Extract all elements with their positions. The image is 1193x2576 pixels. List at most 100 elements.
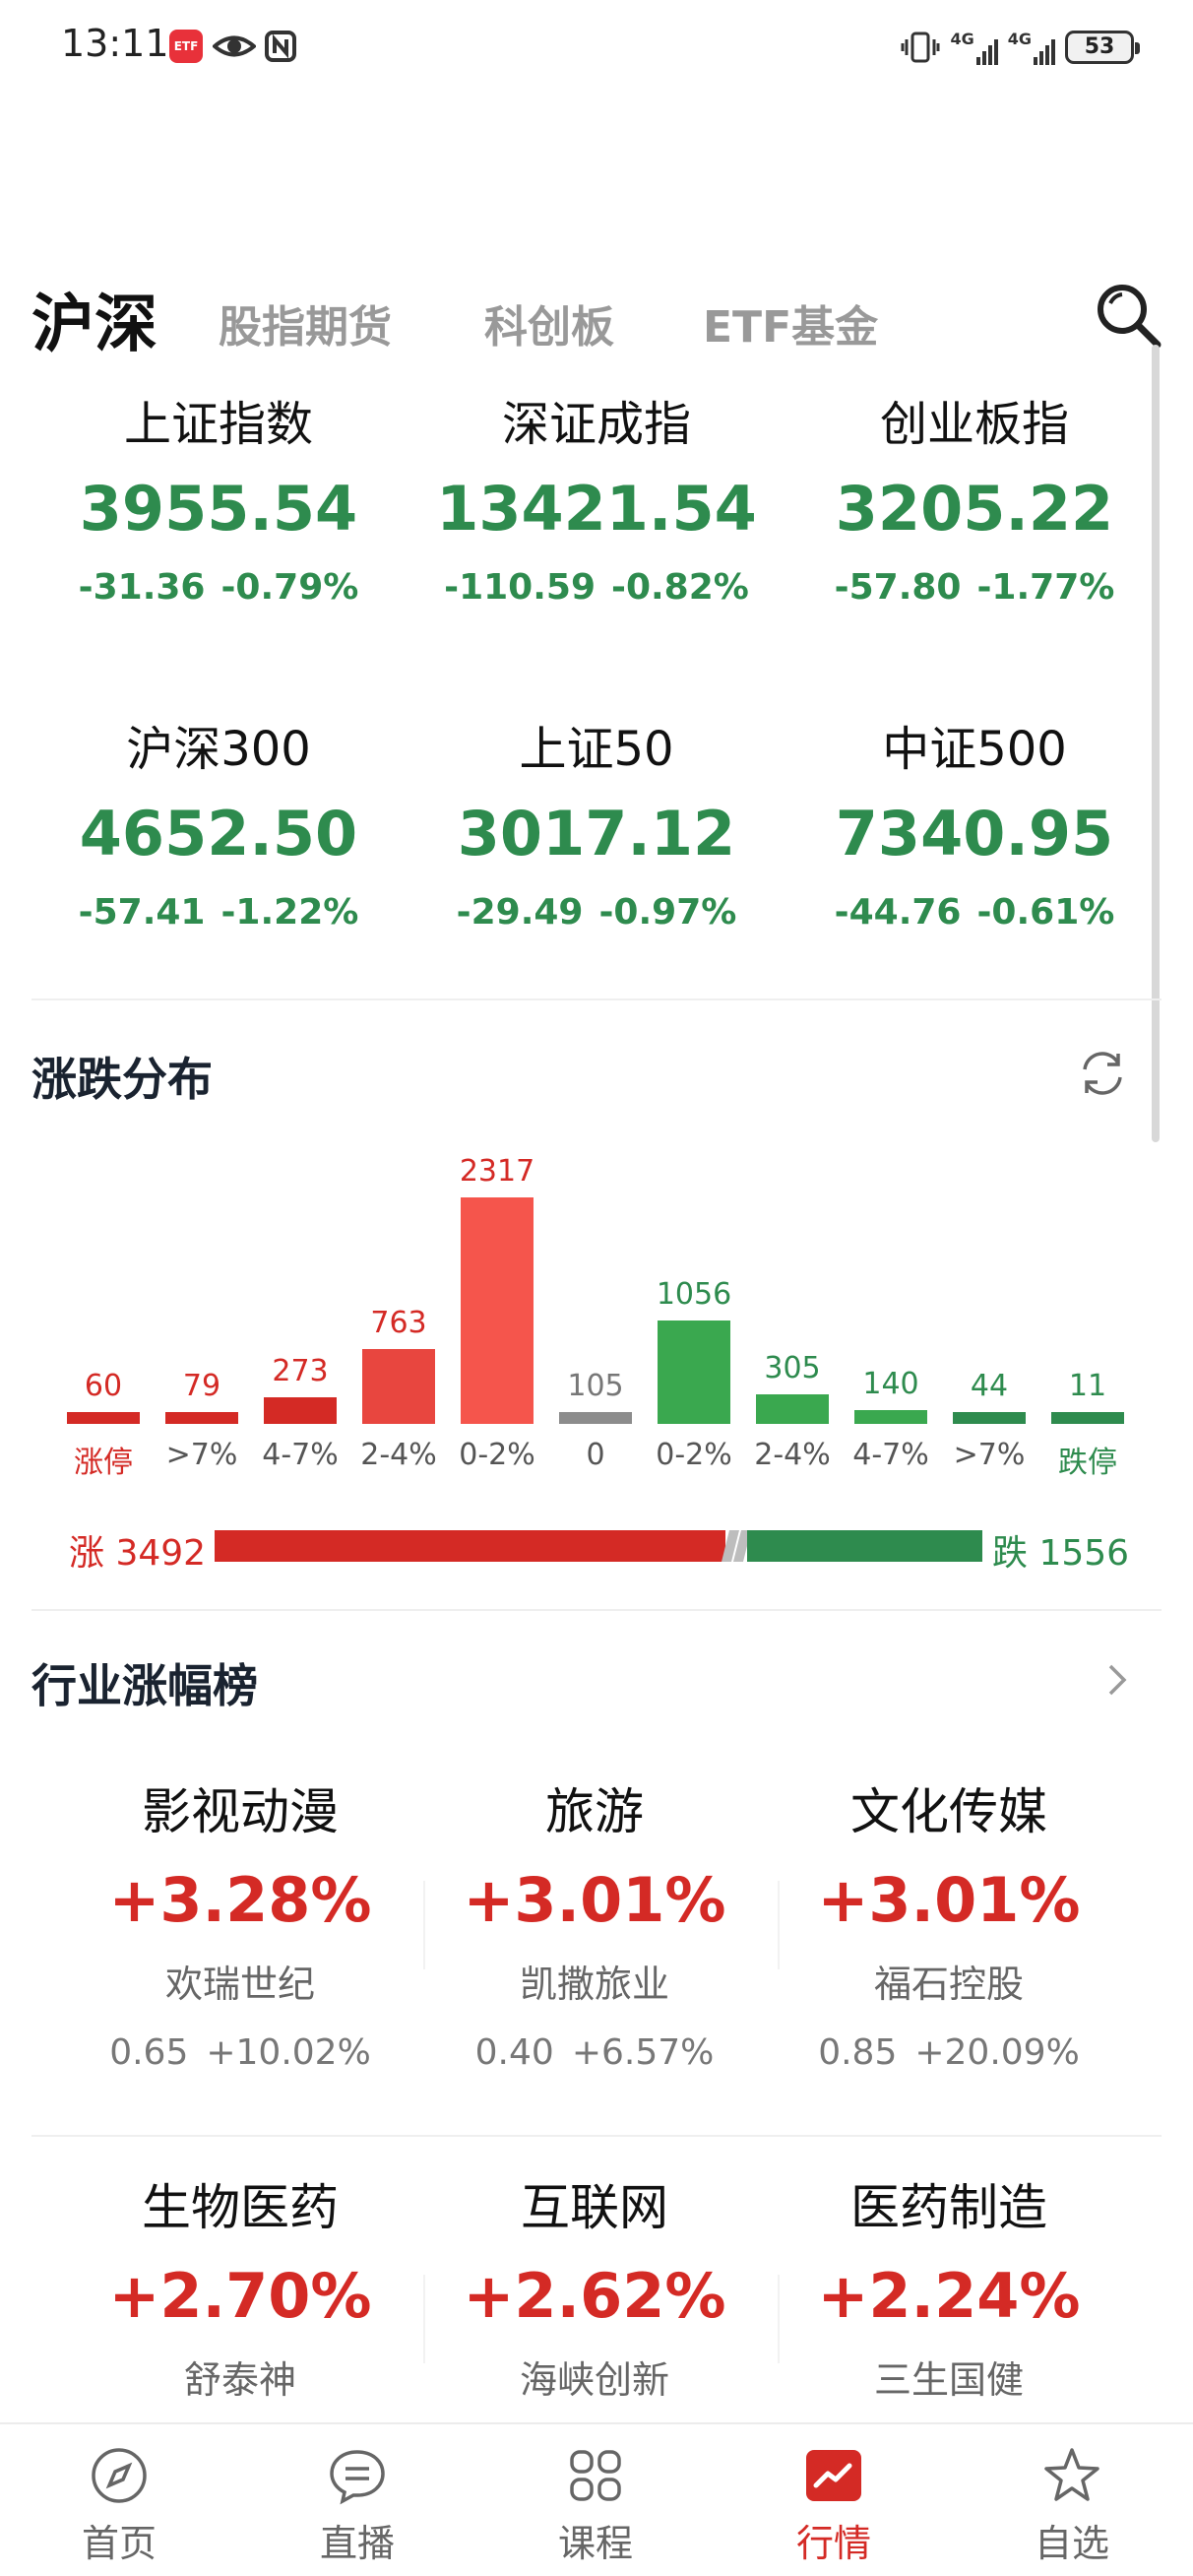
up-count-label: 涨 3492 [69,1524,206,1576]
index-value: 7340.95 [835,798,1114,869]
divider [31,998,1162,1000]
industry-pct: +2.70% [108,2260,372,2332]
nav-watchlist[interactable]: 自选 [953,2424,1191,2576]
stock-pct: +6.57% [571,2032,715,2073]
index-change-abs: -57.80 [834,567,962,608]
distribution-bar [756,1393,829,1424]
leading-stock-quote: 0.40 +6.57% [417,2019,772,2088]
nav-live[interactable]: 直播 [238,2424,476,2576]
industry-name: 生物医药 [142,2179,339,2236]
leading-stock-quote: 0.85 +20.09% [772,2019,1126,2088]
index-card[interactable]: 上证指数 3955.54 -31.36 -0.79% [30,389,408,617]
index-card[interactable]: 中证500 7340.95 -44.76 -0.61% [785,714,1163,942]
signal-4g-icon: 4G [1008,30,1055,65]
index-change-pct: -0.61% [976,892,1115,933]
index-card[interactable]: 深证成指 13421.54 -110.59 -0.82% [408,389,785,617]
market-tabs: 沪深 股指期货 科创板 ETF基金 [0,266,1193,374]
leading-stock: 海峡创新 [519,2358,669,2402]
index-change-pct: -0.82% [611,567,749,608]
bottom-nav: 首页 直播 课程 行情 自选 [0,2422,1193,2576]
down-label: 跌 [992,1533,1029,1574]
distribution-category-label: 0-2% [656,1438,732,1472]
index-value: 3205.22 [835,473,1114,545]
index-name: 沪深300 [126,722,311,777]
industry-pct: +3.01% [463,1864,726,1936]
industry-card[interactable]: 文化传媒 +3.01% 福石控股 0.85 +20.09% [772,1772,1126,2088]
index-change-abs: -57.41 [78,892,206,933]
industry-card[interactable]: 影视动漫 +3.28% 欢瑞世纪 0.65 +10.02% [63,1772,417,2088]
tab-hushen[interactable]: 沪深 [31,289,157,361]
index-card[interactable]: 创业板指 3205.22 -57.80 -1.77% [785,389,1163,617]
index-name: 上证指数 [123,397,313,452]
nav-market[interactable]: 行情 [715,2424,953,2576]
distribution-chart: 60 涨停 79 >7% 273 4-7% 763 2-4% 2317 0-2% 105 0 1056 0… [0,1132,1193,1507]
signal-4g-label: 4G [1007,30,1032,48]
down-count: 1556 [1038,1533,1130,1574]
column-divider [778,2275,780,2363]
index-value: 3955.54 [79,473,358,545]
industry-title[interactable]: 行业涨幅榜 [31,1659,258,1712]
index-card[interactable]: 沪深300 4652.50 -57.41 -1.22% [30,714,408,942]
index-change-abs: -31.36 [78,567,206,608]
leading-stock: 福石控股 [873,1963,1024,2006]
index-change: -57.41 -1.22% [30,883,408,942]
tab-index-futures[interactable]: 股指期货 [219,302,392,353]
distribution-bar-value: 763 [370,1306,427,1341]
leading-stock: 三生国健 [873,2358,1024,2402]
index-change: -57.80 -1.77% [785,558,1163,617]
nfc-icon [265,31,296,62]
refresh-icon[interactable] [1077,1048,1128,1099]
tab-star-market[interactable]: 科创板 [484,302,614,353]
column-divider [423,2275,425,2363]
grid-icon [570,2450,621,2501]
index-change-pct: -0.79% [220,567,359,608]
nav-label: 直播 [319,2522,395,2565]
industry-card[interactable]: 医药制造 +2.24% 三生国健 [772,2168,1126,2415]
industry-pct: +2.62% [463,2260,726,2332]
stock-pct: +20.09% [914,2032,1080,2073]
nav-courses[interactable]: 课程 [476,2424,715,2576]
up-label: 涨 [69,1533,105,1574]
index-name: 深证成指 [501,397,691,452]
industry-card[interactable]: 生物医药 +2.70% 舒泰神 [63,2168,417,2415]
signal-4g-label: 4G [950,30,974,48]
eye-icon [213,35,256,57]
status-icons: 4G 4G 53 [901,26,1140,69]
industry-name: 互联网 [521,2179,668,2236]
industry-pct: +3.28% [108,1864,372,1936]
distribution-bar-value: 305 [764,1350,821,1385]
nav-home[interactable]: 首页 [0,2424,238,2576]
index-value: 4652.50 [79,798,358,869]
index-value: 3017.12 [457,798,736,869]
status-bar: 13:11 ETF 4G 4G 53 [0,0,1193,98]
nav-label: 首页 [81,2522,157,2565]
index-card[interactable]: 上证50 3017.12 -29.49 -0.97% [408,714,785,942]
industry-card[interactable]: 互联网 +2.62% 海峡创新 [417,2168,772,2415]
scrollbar[interactable] [1152,345,1160,1142]
vibrate-icon [901,32,940,63]
distribution-bar-value: 273 [272,1353,329,1388]
tab-etf-fund[interactable]: ETF基金 [703,302,879,353]
industry-card[interactable]: 旅游 +3.01% 凯撒旅业 0.40 +6.57% [417,1772,772,2088]
distribution-category-label: >7% [953,1438,1026,1472]
index-change-abs: -44.76 [834,892,962,933]
distribution-bar [953,1412,1026,1424]
stock-pct: +10.02% [206,2032,371,2073]
compass-icon [92,2448,147,2503]
industry-pct: +3.01% [817,1864,1081,1936]
up-count: 3492 [115,1533,207,1574]
trend-chart-icon [806,2450,861,2501]
index-change-pct: -1.77% [976,567,1115,608]
search-icon[interactable] [1095,282,1163,351]
distribution-bar [1051,1412,1124,1424]
index-change-abs: -110.59 [444,567,596,608]
leading-stock-quote: 0.65 +10.02% [63,2019,417,2088]
industry-pct: +2.24% [817,2260,1081,2332]
index-name: 上证50 [519,722,674,777]
leading-stock: 欢瑞世纪 [164,1963,315,2006]
index-change: -44.76 -0.61% [785,883,1163,942]
chevron-right-icon[interactable] [1102,1660,1132,1700]
index-change-pct: -1.22% [220,892,359,933]
industry-name: 医药制造 [850,2179,1047,2236]
distribution-bar [165,1412,238,1424]
